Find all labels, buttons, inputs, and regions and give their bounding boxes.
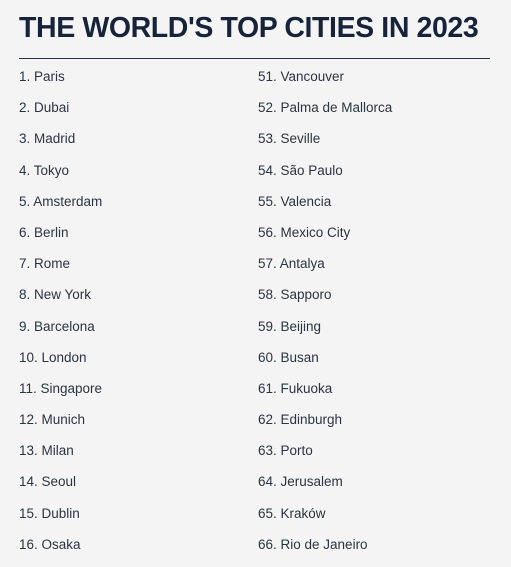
- list-item: 66. Rio de Janeiro: [258, 536, 368, 552]
- list-item: 3. Madrid: [19, 131, 76, 147]
- list-item: 2. Dubai: [19, 100, 70, 116]
- list-item: 55. Valencia: [258, 193, 332, 209]
- list-item: 53. Seville: [258, 131, 321, 147]
- list-item: 59. Beijing: [258, 318, 322, 334]
- ranking-list-right: 51. Vancouver 52. Palma de Mallorca 53. …: [258, 68, 392, 567]
- list-item: 62. Edinburgh: [258, 412, 343, 428]
- list-item: 57. Antalya: [258, 256, 325, 272]
- list-item: 7. Rome: [19, 256, 71, 272]
- list-item: 51. Vancouver: [258, 69, 345, 84]
- list-item: 5. Amsterdam: [19, 193, 103, 209]
- title-divider: [19, 58, 490, 59]
- list-item: 58. Sapporo: [258, 287, 332, 303]
- list-item: 56. Mexico City: [258, 224, 351, 240]
- ranking-list-left: 1. Paris 2. Dubai 3. Madrid 4. Tokyo 5. …: [19, 68, 102, 567]
- list-item: 6. Berlin: [19, 224, 69, 240]
- list-item: 64. Jerusalem: [258, 474, 343, 490]
- list-item: 12. Munich: [19, 412, 86, 428]
- list-item: 9. Barcelona: [19, 318, 95, 334]
- list-item: 10. London: [19, 349, 87, 365]
- list-item: 61. Fukuoka: [258, 380, 333, 396]
- list-item: 54. São Paulo: [258, 162, 343, 178]
- page-title: THE WORLD'S TOP CITIES IN 2023: [19, 12, 479, 44]
- list-item: 65. Kraków: [258, 505, 326, 521]
- list-item: 60. Busan: [258, 349, 319, 365]
- list-item: 14. Seoul: [19, 474, 77, 490]
- list-item: 63. Porto: [258, 443, 313, 459]
- list-item: 4. Tokyo: [19, 162, 70, 178]
- list-item: 1. Paris: [19, 69, 65, 84]
- list-item: 15. Dublin: [19, 505, 80, 521]
- list-item: 8. New York: [19, 287, 92, 303]
- list-item: 16. Osaka: [19, 536, 81, 552]
- list-item: 13. Milan: [19, 443, 74, 459]
- list-item: 11. Singapore: [19, 380, 103, 396]
- list-item: 52. Palma de Mallorca: [258, 100, 393, 116]
